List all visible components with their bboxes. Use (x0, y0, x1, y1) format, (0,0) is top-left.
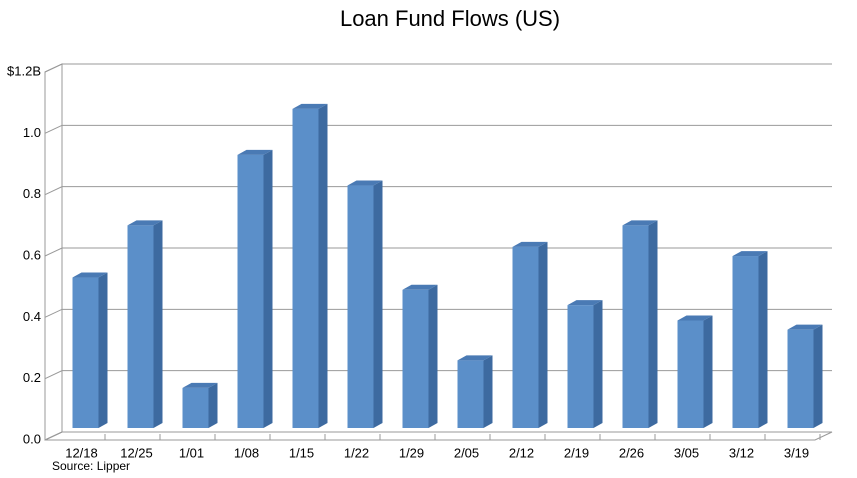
x-tick-label: 1/08 (234, 445, 259, 460)
bar (72, 272, 108, 428)
grid-line (44, 431, 832, 441)
x-tick-label: 12/25 (120, 445, 153, 460)
x-tick-label: 2/26 (619, 445, 644, 460)
x-tick-label: 2/05 (454, 445, 479, 460)
bar-top (512, 241, 548, 247)
x-tick-label: 2/19 (564, 445, 589, 460)
bar-top (347, 180, 383, 186)
bar-front (732, 256, 759, 428)
bar-front (787, 329, 814, 428)
bar-top (787, 324, 823, 330)
bar (677, 315, 713, 428)
bar (402, 284, 438, 428)
bar-side (428, 284, 438, 428)
bar-top (567, 300, 603, 306)
bar-top (402, 284, 438, 290)
y-tick-label: 0.4 (23, 309, 41, 324)
source-note: Source: Lipper (52, 459, 130, 473)
bar-front (512, 246, 539, 428)
bar-front (402, 289, 429, 428)
bar-front (677, 320, 704, 428)
bar-front (127, 225, 154, 428)
bar (732, 251, 768, 428)
x-tick-label: 2/12 (509, 445, 534, 460)
x-tick-label: 1/22 (344, 445, 369, 460)
bar-top (237, 149, 273, 155)
bar-front (457, 360, 484, 428)
x-tick-label: 1/01 (179, 445, 204, 460)
bar-top (622, 220, 658, 226)
bar-top (677, 315, 713, 321)
y-tick-label: $1.2B (7, 63, 41, 78)
bar-front (182, 387, 209, 428)
bar (787, 324, 823, 428)
bar-side (703, 315, 713, 428)
bar (567, 300, 603, 428)
bar-side (758, 251, 768, 428)
grid-line (44, 370, 832, 380)
bar-side (538, 241, 548, 428)
bar (622, 220, 658, 428)
x-tick-label: 3/19 (784, 445, 809, 460)
bar-side (208, 382, 218, 428)
bar-side (593, 300, 603, 428)
x-tick-label: 12/18 (65, 445, 98, 460)
bar-side (98, 272, 108, 428)
grid-line (44, 308, 832, 318)
y-tick-label: 0.0 (23, 431, 41, 446)
bar-front (292, 108, 319, 428)
grid-line (44, 247, 832, 257)
x-tick-label: 3/12 (729, 445, 754, 460)
bar-front (347, 185, 374, 428)
x-tick-label: 1/29 (399, 445, 424, 460)
plot-floor (44, 431, 833, 441)
bar-top (182, 382, 218, 388)
x-tick-label: 1/15 (289, 445, 314, 460)
bar-side (813, 324, 823, 428)
y-tick-label: 0.2 (23, 370, 41, 385)
bar-side (483, 355, 493, 428)
bar-side (648, 220, 658, 428)
grid-line (44, 63, 832, 73)
bar (237, 149, 273, 428)
grid-line (44, 186, 832, 196)
bar (512, 241, 548, 428)
bar (127, 220, 163, 428)
x-tick-label: 3/05 (674, 445, 699, 460)
bar-front (622, 225, 649, 428)
bar-top (127, 220, 163, 226)
bar-top (732, 251, 768, 257)
bar-front (237, 154, 264, 428)
bar-side (153, 220, 163, 428)
y-tick-label: 0.6 (23, 247, 41, 262)
bar (457, 355, 493, 428)
bar-side (263, 149, 273, 428)
y-tick-label: 0.8 (23, 186, 41, 201)
y-tick-label: 1.0 (23, 125, 41, 140)
bar-side (318, 103, 328, 428)
bar-front (567, 305, 594, 428)
grid-line (44, 124, 832, 134)
bar (182, 382, 218, 428)
bar-top (457, 355, 493, 361)
bar-top (292, 103, 328, 109)
chart-title: Loan Fund Flows (US) (340, 6, 560, 31)
bar-front (72, 277, 99, 428)
bar-side (373, 180, 383, 428)
bar (347, 180, 383, 428)
bar-top (72, 272, 108, 278)
bar (292, 103, 328, 428)
